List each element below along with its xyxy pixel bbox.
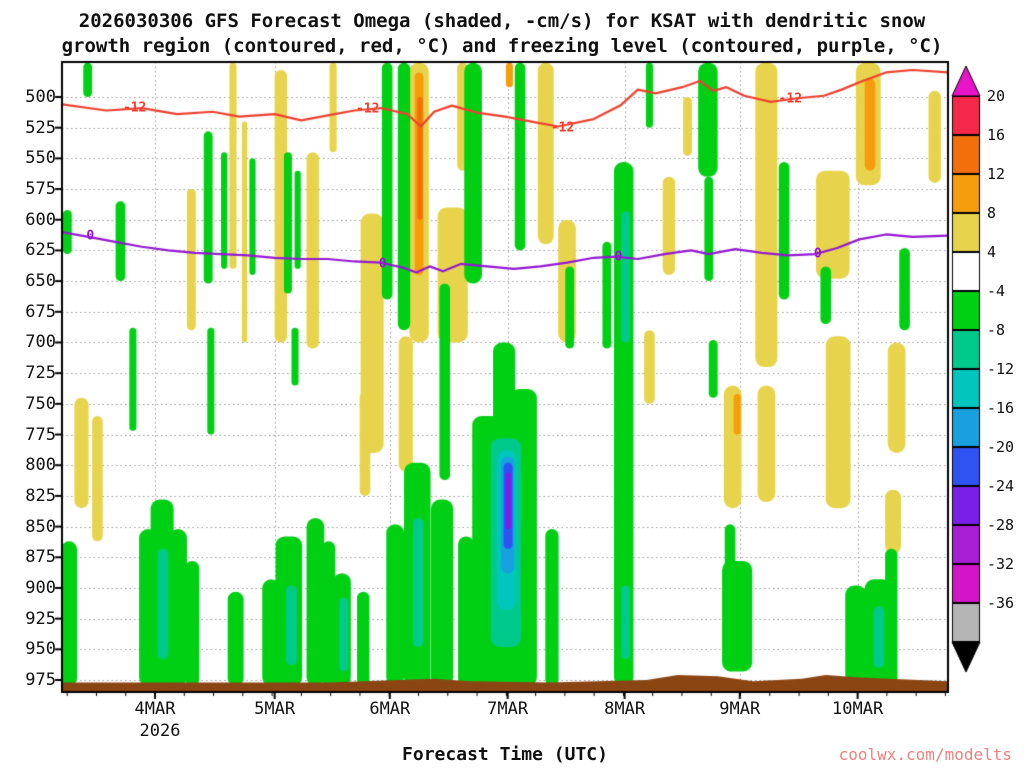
y-tick-label: 800	[25, 455, 56, 476]
y-tick-label: 650	[25, 271, 56, 292]
colorbar-tick-label: -20	[987, 438, 1015, 456]
contour-label-red: -12	[778, 91, 803, 107]
y-tick-label: 975	[25, 670, 56, 690]
contour-label-purple: 0	[86, 228, 95, 244]
y-tick-label: 700	[25, 332, 56, 353]
contour-label-red: -12	[550, 120, 575, 136]
chart-title-line-1: 2026030306 GFS Forecast Omega (shaded, -…	[78, 10, 926, 32]
y-tick-label: 950	[25, 639, 56, 660]
watermark-text: coolwx.com/modelts	[838, 745, 1012, 764]
colorbar-tick-label: -12	[987, 360, 1015, 378]
y-tick-label: 875	[25, 547, 56, 568]
colorbar-tick-label: -28	[987, 516, 1015, 534]
y-tick-label: 900	[25, 577, 56, 598]
contour-label-red: -12	[122, 100, 147, 116]
y-tick-label: 625	[25, 240, 56, 261]
colorbar-tick-label: 4	[987, 243, 997, 261]
x-tick-label: 7MAR	[487, 699, 529, 719]
y-tick-label: 500	[25, 87, 56, 107]
y-tick-label: 925	[25, 608, 56, 629]
colorbar-tick-label: -24	[987, 477, 1015, 495]
colorbar-tick-label: -36	[987, 594, 1015, 612]
contour-label-purple: 0	[378, 256, 387, 272]
y-tick-label: 525	[25, 117, 56, 138]
contour-label-purple: 0	[614, 249, 623, 265]
y-tick-label: 775	[25, 424, 56, 445]
contour-label-red: -12	[355, 101, 380, 117]
y-tick-label: 825	[25, 485, 56, 506]
colorbar-tick-label: -4	[987, 282, 1006, 300]
x-tick-label: 10MAR	[832, 699, 884, 719]
x-tick-label: 4MAR	[134, 699, 176, 719]
y-tick-label: 675	[25, 301, 56, 322]
y-tick-label: 750	[25, 393, 56, 414]
x-tick-label: 5MAR	[254, 699, 296, 719]
x-tick-label: 9MAR	[719, 699, 761, 719]
colorbar-tick-label: 16	[987, 126, 1006, 144]
y-tick-label: 850	[25, 516, 56, 537]
colorbar-tick-label: -16	[987, 399, 1015, 417]
colorbar-tick-label: -8	[987, 321, 1006, 339]
x-axis-year-label: 2026	[139, 721, 181, 741]
chart-title-line-2: growth region (contoured, red, °C) and f…	[61, 35, 943, 57]
y-tick-label: 600	[25, 209, 56, 230]
y-tick-label: 725	[25, 363, 56, 384]
contour-label-purple: 0	[813, 246, 822, 262]
colorbar-tick-label: 12	[987, 165, 1006, 183]
x-axis-title: Forecast Time (UTC)	[402, 744, 608, 765]
y-tick-label: 575	[25, 179, 56, 200]
x-tick-label: 6MAR	[369, 699, 411, 719]
y-tick-label: 550	[25, 148, 56, 169]
x-tick-label: 8MAR	[604, 699, 646, 719]
colorbar-tick-label: 8	[987, 204, 997, 222]
colorbar-tick-label: 20	[987, 87, 1006, 105]
colorbar-tick-label: -32	[987, 555, 1015, 573]
